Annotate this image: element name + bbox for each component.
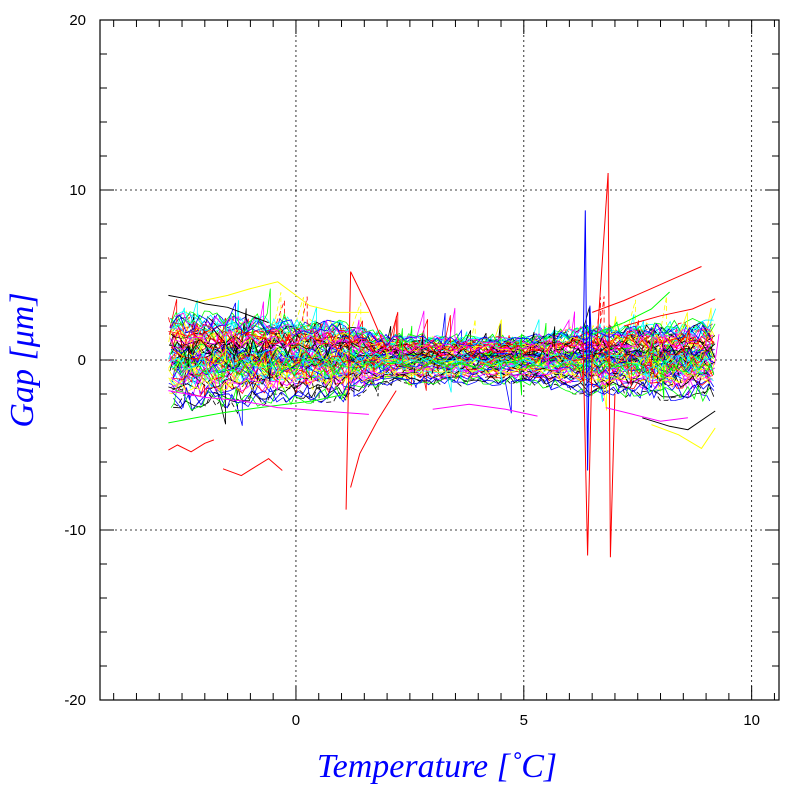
series-line [171, 299, 717, 351]
series-line [170, 288, 716, 366]
series-excursion-line [432, 403, 538, 417]
series-line [169, 302, 712, 347]
series-excursion-line [195, 281, 369, 313]
series-excursion-line [582, 342, 593, 556]
series-excursion-line [582, 210, 593, 471]
series-line [172, 292, 714, 347]
series-excursion-line [596, 291, 670, 334]
y-tick-label: -20 [64, 692, 86, 709]
y-tick-label: 0 [78, 352, 86, 369]
y-tick-label: -10 [64, 522, 86, 539]
series-excursion-line [168, 294, 269, 324]
x-tick-label: 10 [743, 712, 760, 729]
series-line [173, 376, 711, 426]
series-line [169, 365, 710, 411]
series-line [169, 329, 712, 370]
y-tick-label: 10 [69, 182, 86, 199]
series-excursion-line [642, 410, 716, 431]
series-line [169, 348, 710, 395]
series-excursion-line [605, 407, 688, 422]
series-excursion-line [345, 271, 388, 510]
x-tick-label: 0 [292, 712, 300, 729]
series-line [172, 341, 711, 382]
series-excursion-line [168, 439, 215, 453]
series-excursion-line [168, 393, 347, 424]
plot-frame [99, 19, 780, 701]
series-line [170, 374, 710, 411]
series-excursion-line [222, 457, 283, 477]
series-excursion-line [350, 390, 397, 488]
series-line [170, 368, 712, 397]
series-excursion-line [596, 172, 616, 558]
series-line [171, 342, 715, 363]
x-axis-title: Temperature [˚C] [317, 748, 557, 785]
series-line [171, 366, 713, 392]
series-line [170, 373, 715, 414]
series-excursion-line [168, 390, 369, 415]
y-tick-label: 20 [69, 12, 86, 29]
series-line [172, 328, 712, 400]
series-line [174, 301, 712, 347]
series-excursion-line [651, 424, 716, 450]
series-excursion-line [592, 266, 702, 313]
x-tick-label: 5 [520, 712, 528, 729]
series-line [171, 311, 714, 356]
series-line [174, 312, 713, 363]
series-line [170, 352, 713, 393]
series-lines [168, 172, 720, 558]
y-axis-title: Gap [μm] [4, 292, 41, 427]
series-excursion-line [623, 298, 716, 327]
axes: 0 5 10 -20 -10 0 10 20 [64, 12, 779, 729]
